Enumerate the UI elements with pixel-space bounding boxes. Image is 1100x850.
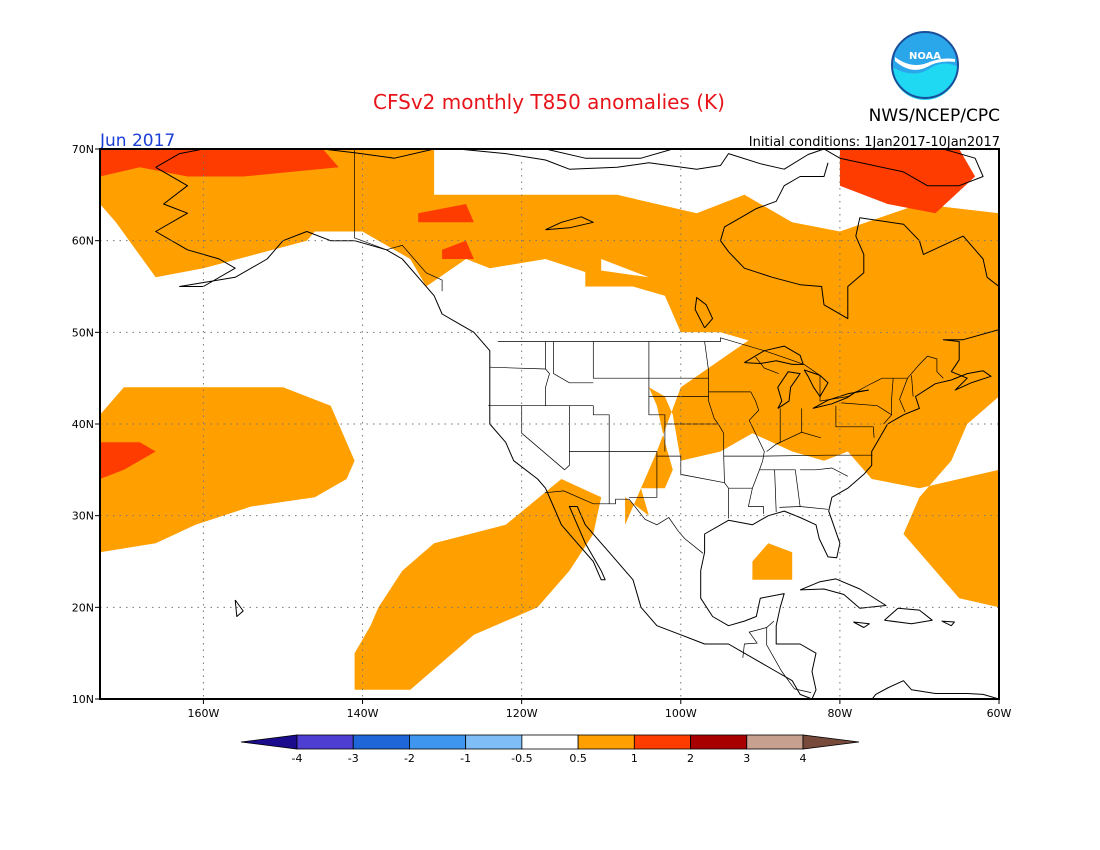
latitude-tick-label: 10N [72,693,94,706]
state-boundary-21 [774,469,801,507]
longitude-tick-label: 120W [506,707,538,720]
hudson-west-coast [720,162,829,241]
colorbar-box [521,734,579,750]
jamaica [853,621,870,628]
longitude-tick-label: 160W [187,707,219,720]
state-boundary-24 [762,454,873,457]
anomaly-region-3 [752,543,793,580]
mexico-central-america-border [742,620,775,658]
colorbar-label: 4 [800,752,807,765]
colorbar-box [296,734,354,750]
state-boundary-17 [747,391,765,514]
colorbar-label: 2 [687,752,694,765]
coastlines [155,149,999,699]
longitude-axis: 160W 140W 120W 100W 80W 60W [187,699,1012,720]
state-boundary-4 [553,341,594,384]
gridlines [100,149,999,699]
anomaly-region-8 [100,442,156,479]
colorbar-box [577,734,635,750]
hudson-bay-coast [720,217,999,320]
colorbar-label: -1 [460,752,471,765]
state-boundary-31 [899,378,908,413]
arctic-coast [155,149,825,170]
baffin-island [823,149,984,187]
us-canada-border [497,337,944,402]
anomaly-region-2 [354,479,602,690]
colorbar-label: 0.5 [569,752,587,765]
colorbar-box [465,734,523,750]
colorbar-legend: -4 -3 -2 -1 -0.5 0.5 1 2 3 4 [240,734,860,765]
colorbar-box [746,734,804,750]
longitude-tick-label: 140W [347,707,379,720]
latitude-axis: 10N 20N 30N 40N 50N 60N 70N [72,143,100,706]
victoria-island [545,149,673,159]
colorbar-label: 1 [631,752,638,765]
latitude-tick-label: 50N [72,326,94,339]
state-boundary-1 [521,405,565,471]
anomaly-region-7 [442,240,474,259]
state-boundary-25 [766,431,821,452]
latitude-tick-label: 70N [72,143,94,156]
colorbar-low-arrow [240,734,298,750]
longitude-tick-label: 80W [827,707,852,720]
anomaly-region-0 [100,149,999,608]
state-boundary-26 [776,408,781,445]
longitude-tick-label: 60W [987,707,1012,720]
south-america-coast [847,680,999,699]
state-boundary-15 [704,341,729,519]
puerto-rico [941,620,955,627]
state-boundary-33 [755,356,779,374]
great-slave-lake [545,216,594,231]
state-boundary-13 [656,451,725,484]
colorbar-high-arrow [802,734,860,750]
state-boundary-6 [564,405,570,471]
colorbar-label: 3 [743,752,750,765]
anomaly-region-1 [100,387,355,553]
central-america-borders [766,627,812,693]
latitude-tick-label: 30N [72,510,94,523]
state-boundary-28 [835,405,875,438]
state-boundary-23 [800,467,848,477]
hawaii [234,599,244,617]
colorbar-label: -4 [292,752,303,765]
figure-title: CFSv2 monthly T850 anomalies (K) [373,90,725,114]
us-mexico-border [544,490,704,554]
north-america-coast [155,149,999,699]
initial-conditions-label: Initial conditions: 1Jan2017-10Jan2017 [749,135,1000,150]
alaska-canada-border [354,149,443,292]
latitude-tick-label: 60N [72,235,94,248]
lake-michigan [777,371,801,409]
anomaly-shading [100,149,999,690]
state-boundary-5 [592,341,649,379]
colorbar-label: -3 [348,752,359,765]
anomaly-region-6 [418,204,474,223]
noaa-logo-icon: NOAA [891,31,959,100]
longitude-tick-label: 100W [665,707,697,720]
latitude-tick-label: 40N [72,418,94,431]
state-boundary-14 [629,456,658,498]
state-boundary-7 [592,405,610,504]
state-boundary-30 [891,378,894,415]
colorbar-box [409,734,467,750]
state-boundary-22 [779,506,829,510]
colorbar-box [352,734,410,750]
map-panel: 160W 140W 120W 100W 80W 60W 10N 20N 30N 40N 50N 60… [72,143,1012,720]
agency-label: NWS/NCEP/CPC [869,106,1000,126]
state-boundary-29 [841,402,893,425]
state-boundary-32 [911,375,914,397]
colorbar-label: -2 [404,752,415,765]
hispaniola [884,607,933,625]
state-boundary-0 [545,341,550,406]
colorbar-box [633,734,691,750]
latitude-tick-label: 20N [72,601,94,614]
noaa-logo-text: NOAA [909,51,941,62]
state-boundary-3 [489,366,546,370]
colorbar-label: -0.5 [511,752,532,765]
lake-winnipeg [694,297,714,329]
colorbar-box [690,734,748,750]
forecast-month: Jun 2017 [99,131,175,151]
cuba [799,578,887,609]
